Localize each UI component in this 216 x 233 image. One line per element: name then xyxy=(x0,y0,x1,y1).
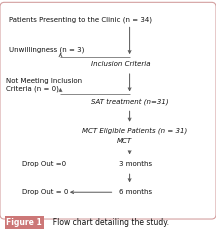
Text: Flow chart detailing the study.: Flow chart detailing the study. xyxy=(48,218,168,227)
Text: Not Meeting Inclusion
Criteria (n = 0): Not Meeting Inclusion Criteria (n = 0) xyxy=(6,78,83,92)
Text: MCT: MCT xyxy=(117,138,132,144)
Text: SAT treatment (n=31): SAT treatment (n=31) xyxy=(91,98,168,105)
Text: Patients Presenting to the Clinic (n = 34): Patients Presenting to the Clinic (n = 3… xyxy=(9,17,152,23)
Text: 6 months: 6 months xyxy=(119,189,152,195)
Text: Drop Out =0: Drop Out =0 xyxy=(22,161,66,167)
Text: Figure 1: Figure 1 xyxy=(6,218,42,227)
Text: Drop Out = 0: Drop Out = 0 xyxy=(22,189,68,195)
Text: 3 months: 3 months xyxy=(119,161,152,167)
Text: Unwillingness (n = 3): Unwillingness (n = 3) xyxy=(9,47,84,53)
Text: Inclusion Criteria: Inclusion Criteria xyxy=(91,61,150,67)
Text: MCT Eligible Patients (n = 31): MCT Eligible Patients (n = 31) xyxy=(82,127,187,134)
